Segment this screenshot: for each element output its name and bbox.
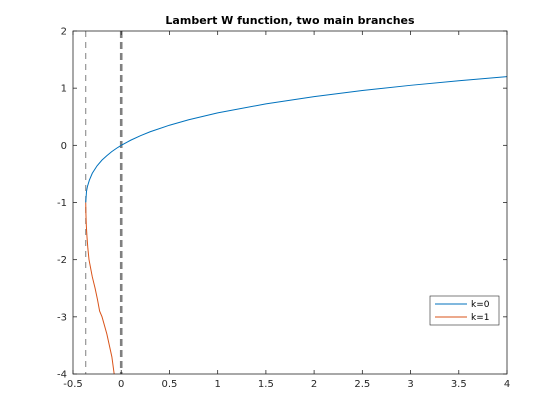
reference-lines <box>85 31 123 374</box>
legend: k=0k=1 <box>429 295 500 326</box>
y-tick-label: 0 <box>61 141 67 152</box>
y-tick-label: -3 <box>57 312 67 323</box>
legend-label-k1: k=1 <box>471 313 489 323</box>
x-tick-label: 1 <box>214 379 220 390</box>
x-tick-label: 2 <box>311 379 317 390</box>
chart-title: Lambert W function, two main branches <box>165 14 415 27</box>
series-line-k1 <box>85 202 115 374</box>
y-tick-label: -1 <box>57 198 67 209</box>
y-tick-label: 2 <box>61 27 67 38</box>
legend-box <box>429 295 500 326</box>
axis-ticks: -0.5 0 0.5 1 1.5 2 2.5 3 3.5 4 -4 -3 -2 -1 0 1 2 <box>57 27 510 391</box>
series-line-k0 <box>85 76 507 203</box>
x-tick-label: 3 <box>407 379 413 390</box>
x-tick-label: 0 <box>118 379 124 390</box>
x-tick-label: 1.5 <box>258 379 274 390</box>
x-tick-label: 4 <box>504 379 510 390</box>
y-tick-label: -2 <box>57 255 67 266</box>
series-layer <box>85 76 507 374</box>
x-tick-label: 2.5 <box>354 379 370 390</box>
y-tick-label: -4 <box>57 370 67 381</box>
x-tick-label: 0.5 <box>161 379 177 390</box>
x-tick-label: 3.5 <box>451 379 467 390</box>
y-tick-label: 1 <box>61 84 67 95</box>
x-tick-label: -0.5 <box>63 379 83 390</box>
legend-label-k0: k=0 <box>471 300 490 310</box>
